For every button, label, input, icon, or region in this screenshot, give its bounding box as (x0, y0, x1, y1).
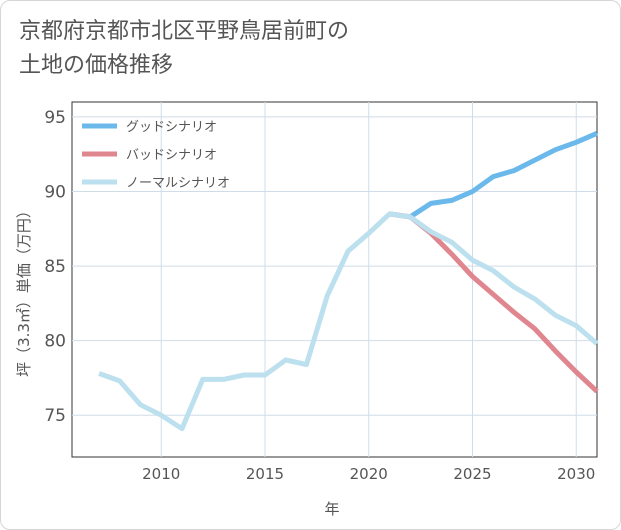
legend-label: バッドシナリオ (126, 148, 217, 163)
legend-label: グッドシナリオ (126, 120, 217, 135)
series-lines (98, 131, 599, 432)
axis-ticks: 2010 2015 2020 2025 2030 75 80 85 90 95 (44, 108, 595, 483)
legend-label: ノーマルシナリオ (126, 176, 230, 191)
x-tick-label: 2030 (557, 465, 595, 483)
x-tick-label: 2020 (350, 465, 388, 483)
x-tick-label: 2025 (453, 465, 491, 483)
y-tick-label: 75 (44, 406, 66, 426)
chart-title-line2: 土地の価格推移 (19, 53, 174, 78)
y-tick-label: 85 (44, 257, 66, 277)
x-axis-label: 年 (324, 500, 339, 518)
x-tick-label: 2010 (142, 465, 180, 483)
y-tick-label: 95 (44, 108, 66, 128)
x-tick-label: 2015 (246, 465, 284, 483)
chart-title: 京都府京都市北区平野鳥居前町の 土地の価格推移 (19, 15, 349, 83)
series-line (98, 211, 599, 432)
y-tick-label: 80 (44, 332, 66, 352)
y-axis-label: 坪（3.3㎡）単価（万円） (15, 203, 33, 377)
series-line (389, 131, 598, 220)
y-tick-label: 90 (44, 182, 66, 202)
chart-title-line1: 京都府京都市北区平野鳥居前町の (19, 19, 350, 44)
